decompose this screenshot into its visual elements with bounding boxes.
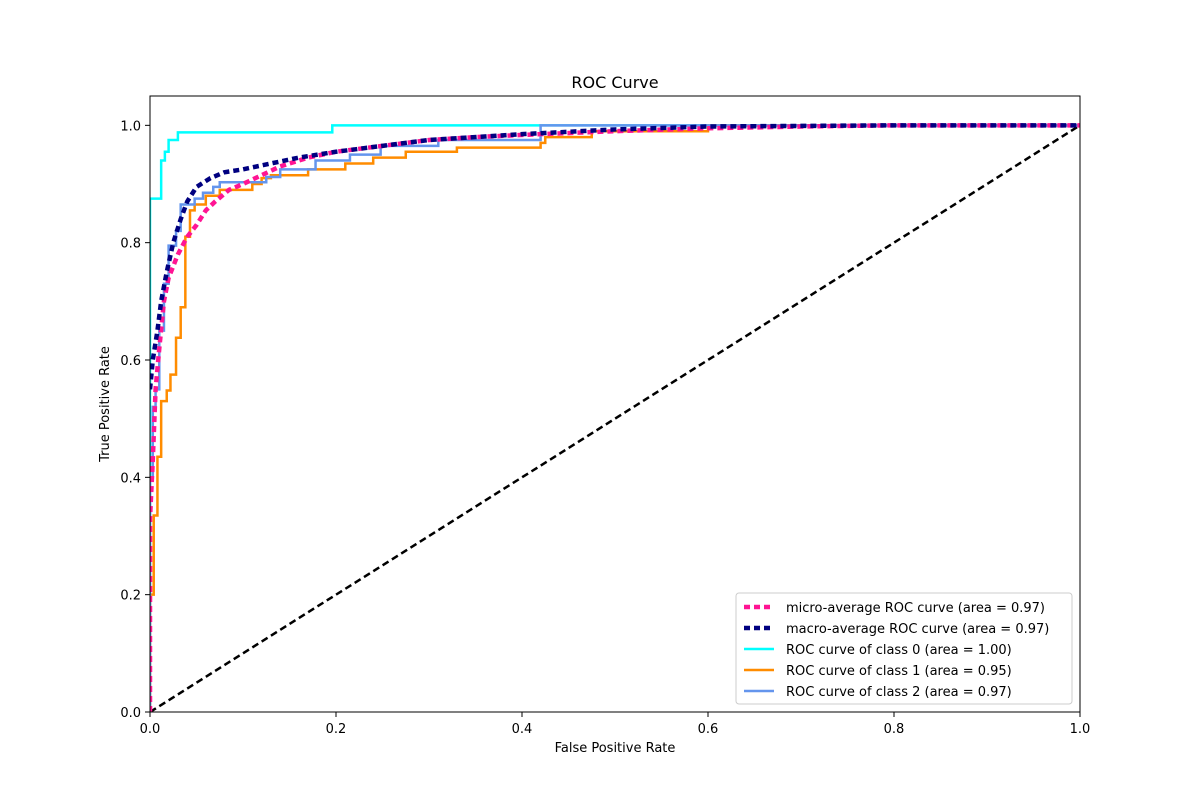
legend-box [735, 592, 1073, 705]
y-tick-label: 0.2 [120, 589, 141, 604]
chart-title: ROC Curve [571, 73, 658, 92]
legend: micro-average ROC curve (area = 0.97) mac… [735, 592, 1073, 705]
y-tick-label: 0.4 [120, 471, 141, 486]
y-axis-title: True Positive Rate [98, 346, 113, 463]
x-tick-label: 0.6 [698, 722, 719, 737]
y-tick-label: 0.8 [120, 237, 141, 252]
y-tick-label: 1.0 [120, 119, 141, 134]
x-tick-label: 0.2 [326, 722, 347, 737]
x-axis: 0.0 0.2 0.4 0.6 0.8 1.0 [140, 712, 1091, 737]
x-tick-label: 1.0 [1070, 722, 1091, 737]
legend-label-2: ROC curve of class 0 (area = 1.00) [786, 643, 1012, 658]
series-line-0 [150, 123, 1080, 712]
legend-label-3: ROC curve of class 1 (area = 0.95) [786, 664, 1012, 679]
y-tick-label: 0.0 [120, 706, 141, 721]
x-tick-label: 0.0 [140, 722, 161, 737]
x-tick-label: 0.8 [884, 722, 905, 737]
reference-diagonal-line [150, 124, 1080, 712]
x-axis-title: False Positive Rate [555, 741, 676, 756]
plot-frame [149, 95, 1081, 713]
y-axis: 0.0 0.2 0.4 0.6 0.8 1.0 [120, 119, 150, 721]
legend-label-4: ROC curve of class 2 (area = 0.97) [786, 685, 1012, 700]
legend-label-1: macro-average ROC curve (area = 0.97) [786, 622, 1049, 637]
series-line-1 [150, 123, 1080, 390]
x-tick-label: 0.4 [512, 722, 533, 737]
series-line-2 [150, 124, 1080, 712]
series-line-3 [150, 124, 1080, 712]
y-tick-label: 0.6 [120, 354, 141, 369]
legend-label-0: micro-average ROC curve (area = 0.97) [786, 601, 1045, 616]
series-layer [150, 123, 1080, 712]
legend-items: micro-average ROC curve (area = 0.97) mac… [744, 601, 1049, 700]
